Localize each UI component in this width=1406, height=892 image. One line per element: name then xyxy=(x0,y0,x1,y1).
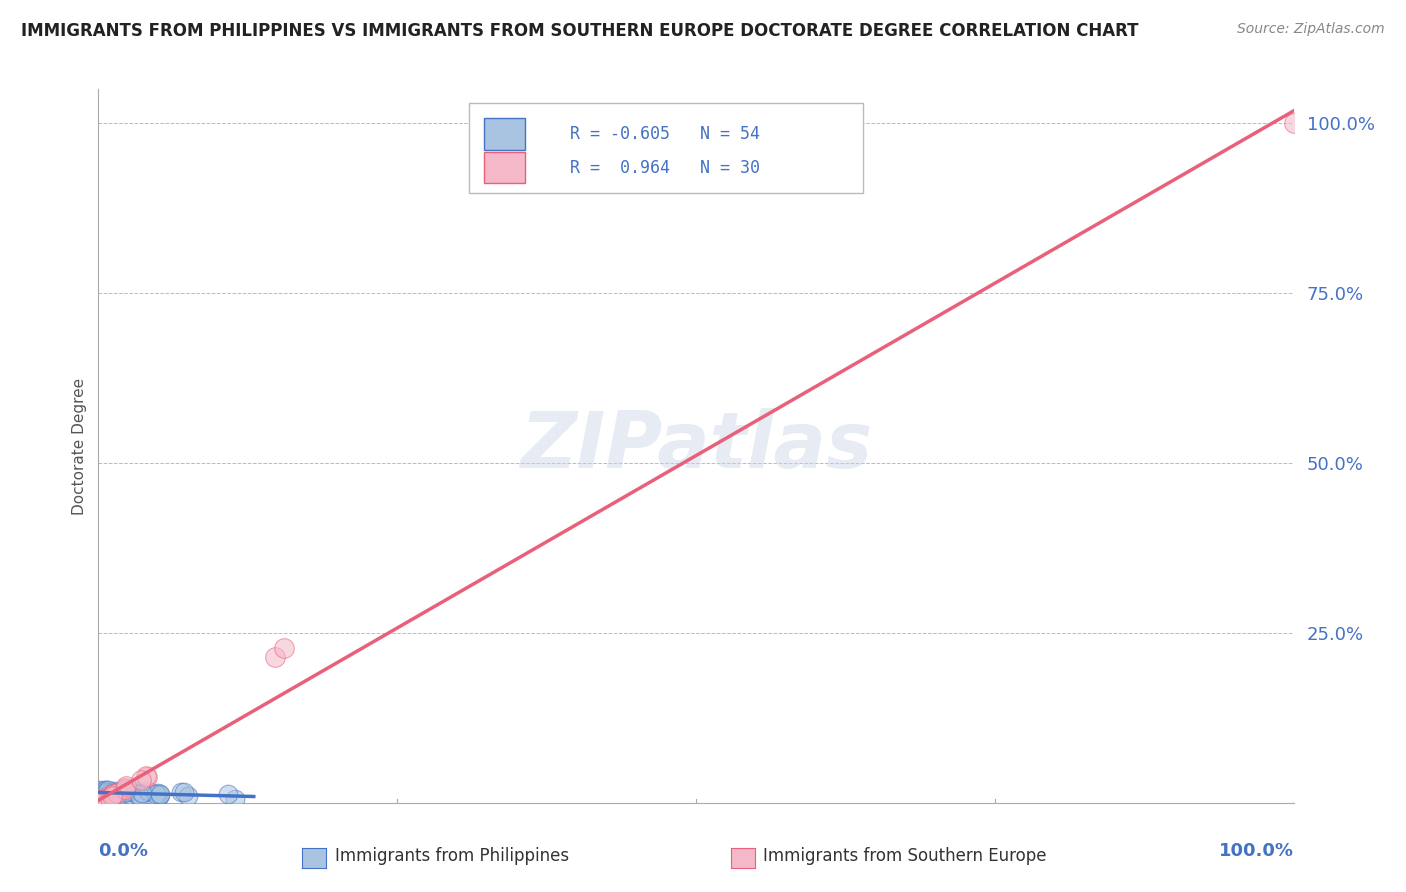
Point xyxy=(103,786,125,800)
Point xyxy=(90,789,112,803)
Point xyxy=(128,788,150,802)
Point xyxy=(94,789,117,803)
FancyBboxPatch shape xyxy=(485,152,524,184)
Point xyxy=(91,788,114,802)
FancyBboxPatch shape xyxy=(470,103,863,193)
Point xyxy=(98,791,121,805)
Point xyxy=(146,786,169,800)
Point xyxy=(103,788,125,802)
Point xyxy=(124,783,146,797)
Point xyxy=(89,787,111,801)
Point xyxy=(90,795,112,809)
Point xyxy=(89,783,111,797)
Point xyxy=(115,784,138,798)
Point xyxy=(97,789,120,803)
Point xyxy=(89,787,111,801)
Point xyxy=(90,785,112,799)
Point xyxy=(98,786,121,800)
Point xyxy=(1282,116,1305,130)
Point xyxy=(177,789,200,804)
Text: R = -0.605   N = 54: R = -0.605 N = 54 xyxy=(571,125,761,143)
Point xyxy=(103,787,125,801)
Point xyxy=(97,791,120,805)
Point xyxy=(98,785,121,799)
Point xyxy=(89,783,111,797)
Point xyxy=(129,790,152,805)
Text: IMMIGRANTS FROM PHILIPPINES VS IMMIGRANTS FROM SOUTHERN EUROPE DOCTORATE DEGREE : IMMIGRANTS FROM PHILIPPINES VS IMMIGRANT… xyxy=(21,22,1139,40)
Point xyxy=(89,786,111,800)
Text: 100.0%: 100.0% xyxy=(1219,842,1294,860)
Point xyxy=(89,796,111,810)
Point xyxy=(114,781,136,796)
Point xyxy=(91,786,114,800)
Y-axis label: Doctorate Degree: Doctorate Degree xyxy=(72,377,87,515)
Point xyxy=(89,796,111,810)
Point xyxy=(100,785,122,799)
Point xyxy=(93,789,115,803)
Point xyxy=(101,786,124,800)
Point xyxy=(91,793,114,807)
Text: R =  0.964   N = 30: R = 0.964 N = 30 xyxy=(571,159,761,177)
Point xyxy=(101,785,124,799)
Point xyxy=(146,790,169,805)
Point xyxy=(101,789,124,803)
Point xyxy=(93,785,115,799)
Point xyxy=(89,796,111,810)
Point xyxy=(93,789,115,803)
Point xyxy=(145,787,167,801)
Point xyxy=(122,785,145,799)
Text: ZIPatlas: ZIPatlas xyxy=(520,408,872,484)
Text: 0.0%: 0.0% xyxy=(98,842,149,860)
Point xyxy=(217,787,239,801)
Point xyxy=(93,793,115,807)
Point xyxy=(125,787,148,801)
Text: Immigrants from Philippines: Immigrants from Philippines xyxy=(335,847,569,864)
Point xyxy=(100,785,122,799)
Point xyxy=(112,783,135,797)
Point xyxy=(94,785,117,799)
Point xyxy=(89,796,111,810)
Point xyxy=(115,779,138,793)
Point xyxy=(115,785,138,799)
Point xyxy=(91,793,114,807)
Point xyxy=(90,793,112,807)
Point xyxy=(93,782,115,797)
FancyBboxPatch shape xyxy=(485,119,524,150)
Point xyxy=(136,784,159,798)
Point xyxy=(129,772,152,787)
Point xyxy=(136,770,159,784)
Point xyxy=(128,788,150,802)
Point xyxy=(89,793,111,807)
Point xyxy=(89,793,111,807)
Point xyxy=(114,780,136,795)
Point xyxy=(264,649,287,664)
Point xyxy=(97,783,120,797)
Point xyxy=(93,786,115,800)
Point xyxy=(112,785,135,799)
Point xyxy=(105,786,128,800)
Point xyxy=(97,789,120,804)
Point xyxy=(103,783,125,797)
Point xyxy=(173,785,195,799)
Point xyxy=(93,792,115,806)
Point xyxy=(96,783,118,797)
Point xyxy=(224,792,246,806)
Point xyxy=(94,792,117,806)
Point xyxy=(273,640,295,655)
Text: Immigrants from Southern Europe: Immigrants from Southern Europe xyxy=(763,847,1047,864)
Point xyxy=(89,795,111,809)
Point xyxy=(115,783,138,797)
Point xyxy=(93,786,115,800)
Point xyxy=(120,788,142,802)
Point xyxy=(91,786,114,800)
Point xyxy=(135,769,157,783)
Point xyxy=(90,796,112,810)
Point xyxy=(169,785,191,799)
Point xyxy=(131,786,153,800)
Point xyxy=(149,788,172,802)
Point xyxy=(149,787,172,801)
Text: Source: ZipAtlas.com: Source: ZipAtlas.com xyxy=(1237,22,1385,37)
